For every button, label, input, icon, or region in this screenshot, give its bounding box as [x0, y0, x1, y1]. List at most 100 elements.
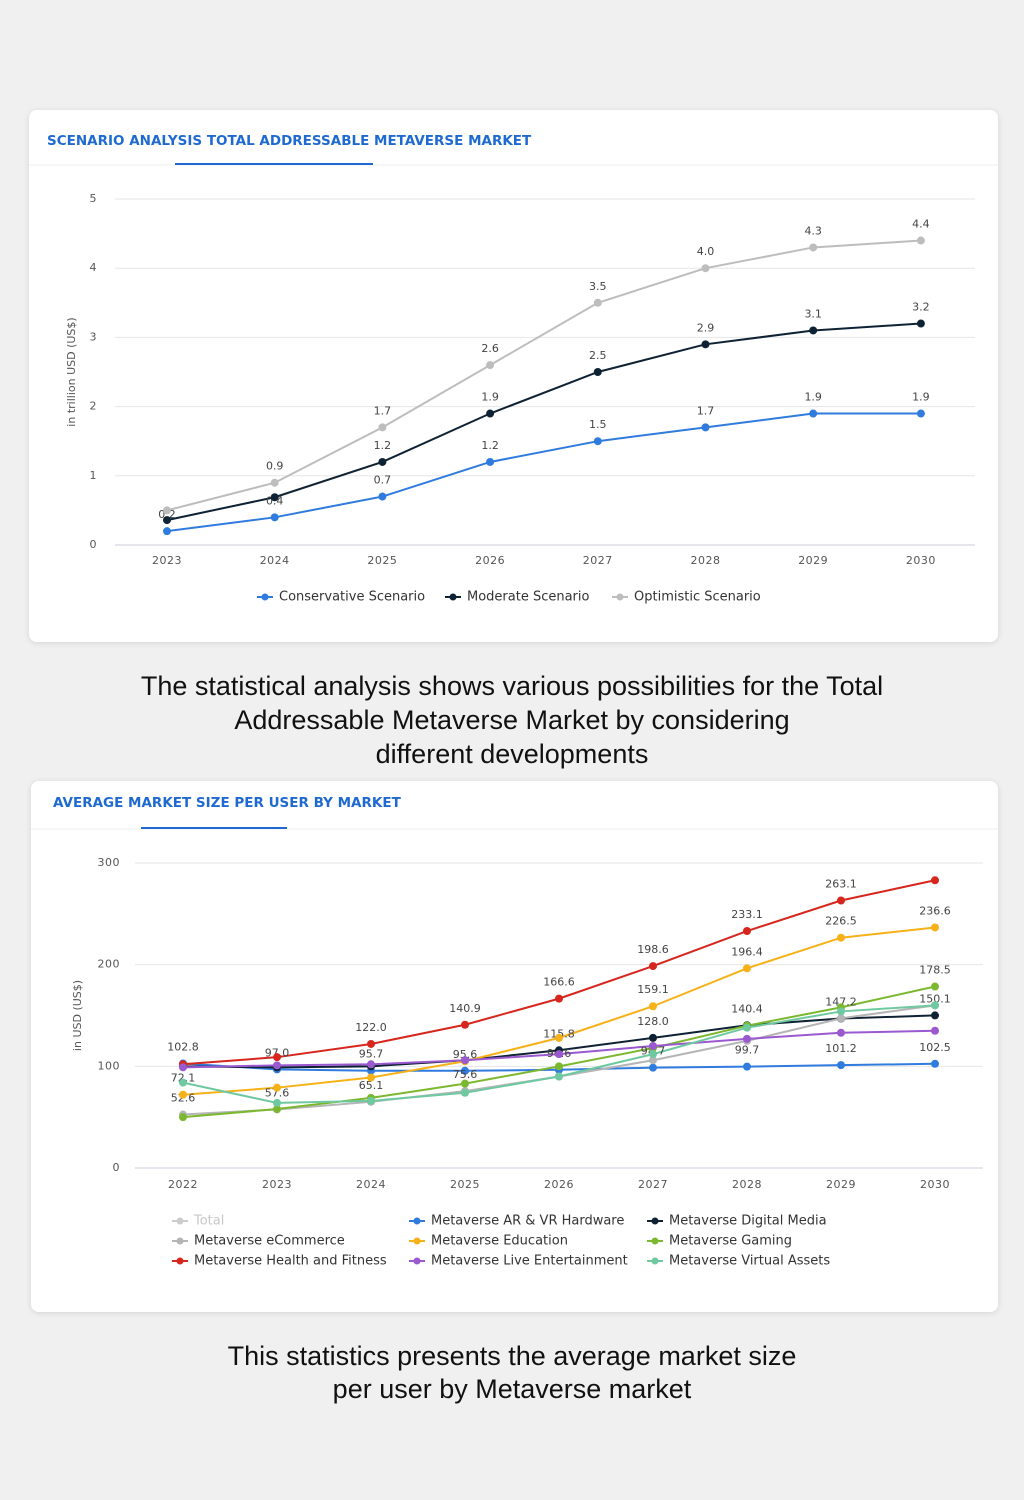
legend-label: Metaverse Health and Fitness	[194, 1254, 387, 1269]
data-label: 2.9	[697, 321, 715, 334]
data-point	[837, 1061, 845, 1070]
chart-title: AVERAGE MARKET SIZE PER USER BY MARKET	[53, 795, 402, 811]
data-point	[916, 236, 925, 245]
y-tick-label: 4	[90, 261, 98, 274]
data-point	[916, 319, 925, 328]
data-point	[701, 340, 710, 349]
legend-marker	[176, 1257, 184, 1265]
data-point	[486, 409, 495, 418]
data-point	[555, 1062, 563, 1071]
data-point	[378, 423, 387, 432]
data-point	[649, 1050, 657, 1059]
data-point	[461, 1020, 469, 1029]
legend-marker	[616, 593, 624, 601]
legend-label: Optimistic Scenario	[634, 590, 761, 605]
data-point	[486, 361, 495, 370]
data-label: 150.1	[919, 992, 951, 1005]
data-label: 3.2	[912, 301, 930, 314]
data-label: 3.5	[589, 280, 607, 293]
data-point	[461, 1066, 469, 1075]
y-tick-label: 2	[90, 400, 98, 413]
data-label: 1.5	[589, 418, 607, 431]
data-point	[931, 1001, 939, 1010]
data-label: 226.5	[825, 915, 857, 928]
data-point	[270, 478, 279, 487]
data-point	[378, 457, 387, 466]
y-tick-label: 200	[98, 958, 121, 971]
x-tick-label: 2025	[367, 554, 397, 567]
data-point	[743, 1062, 751, 1071]
data-point	[931, 876, 939, 885]
caption: per user by Metaverse market	[333, 1374, 692, 1404]
legend-marker	[651, 1217, 659, 1225]
x-tick-label: 2030	[920, 1178, 950, 1191]
card-bg	[31, 781, 998, 1312]
legend-marker	[651, 1237, 659, 1245]
caption: This statistics presents the average mar…	[228, 1341, 797, 1371]
data-point	[555, 1033, 563, 1042]
data-point	[916, 409, 925, 418]
data-label: 0.7	[374, 474, 392, 487]
data-point	[649, 1063, 657, 1072]
data-label: 1.7	[697, 404, 715, 417]
data-point	[931, 1026, 939, 1035]
x-tick-label: 2026	[544, 1178, 574, 1191]
data-point	[367, 1096, 375, 1105]
data-label: 1.7	[374, 404, 392, 417]
data-point	[649, 962, 657, 971]
data-point	[179, 1078, 187, 1087]
data-point	[837, 896, 845, 905]
data-label: 95.6	[453, 1048, 478, 1061]
data-point	[931, 1011, 939, 1020]
data-point	[837, 1007, 845, 1016]
y-tick-label: 100	[98, 1059, 121, 1072]
legend-label: Metaverse Gaming	[669, 1234, 792, 1249]
data-point	[163, 506, 171, 515]
x-tick-label: 2023	[262, 1178, 292, 1191]
x-tick-label: 2023	[152, 554, 182, 567]
x-tick-label: 2024	[356, 1178, 386, 1191]
data-label: 0.9	[266, 460, 284, 473]
caption: Addressable Metaverse Market by consider…	[234, 705, 789, 735]
data-label: 263.1	[825, 878, 857, 891]
caption: different developments	[376, 739, 649, 769]
legend-marker	[413, 1217, 421, 1225]
data-point	[837, 1028, 845, 1037]
data-label: 159.1	[637, 983, 669, 996]
data-label: 4.0	[697, 245, 715, 258]
series-line	[166, 322, 921, 522]
data-point	[931, 982, 939, 991]
data-point	[270, 513, 279, 522]
data-label: 147.2	[825, 995, 857, 1008]
y-tick-label: 1	[90, 469, 98, 482]
card	[29, 110, 998, 642]
series-line	[166, 239, 921, 512]
x-tick-label: 2027	[638, 1178, 668, 1191]
data-point	[931, 923, 939, 932]
data-point	[273, 1105, 281, 1114]
data-label: 1.2	[481, 439, 499, 452]
legend-marker	[651, 1257, 659, 1265]
data-point	[367, 1060, 375, 1069]
legend-label: Total	[193, 1214, 224, 1229]
legend-label: Conservative Scenario	[279, 590, 425, 605]
x-tick-label: 2027	[583, 554, 613, 567]
data-label: 57.6	[265, 1086, 290, 1099]
x-tick-label: 2022	[168, 1178, 198, 1191]
data-point	[809, 326, 818, 335]
data-point	[743, 964, 751, 973]
y-tick-label: 3	[90, 330, 98, 343]
data-label: 236.6	[919, 904, 951, 917]
data-point	[743, 1034, 751, 1043]
data-label: 0.2	[158, 508, 176, 521]
x-tick-label: 2028	[691, 554, 721, 567]
data-label: 101.2	[825, 1042, 857, 1055]
card	[31, 781, 998, 1312]
data-point	[701, 423, 710, 432]
data-point	[273, 1053, 281, 1062]
data-point	[649, 1002, 657, 1011]
legend-label: Metaverse Live Entertainment	[431, 1254, 628, 1269]
legend-label: Metaverse Education	[431, 1234, 568, 1249]
data-label: 97.0	[265, 1046, 290, 1059]
